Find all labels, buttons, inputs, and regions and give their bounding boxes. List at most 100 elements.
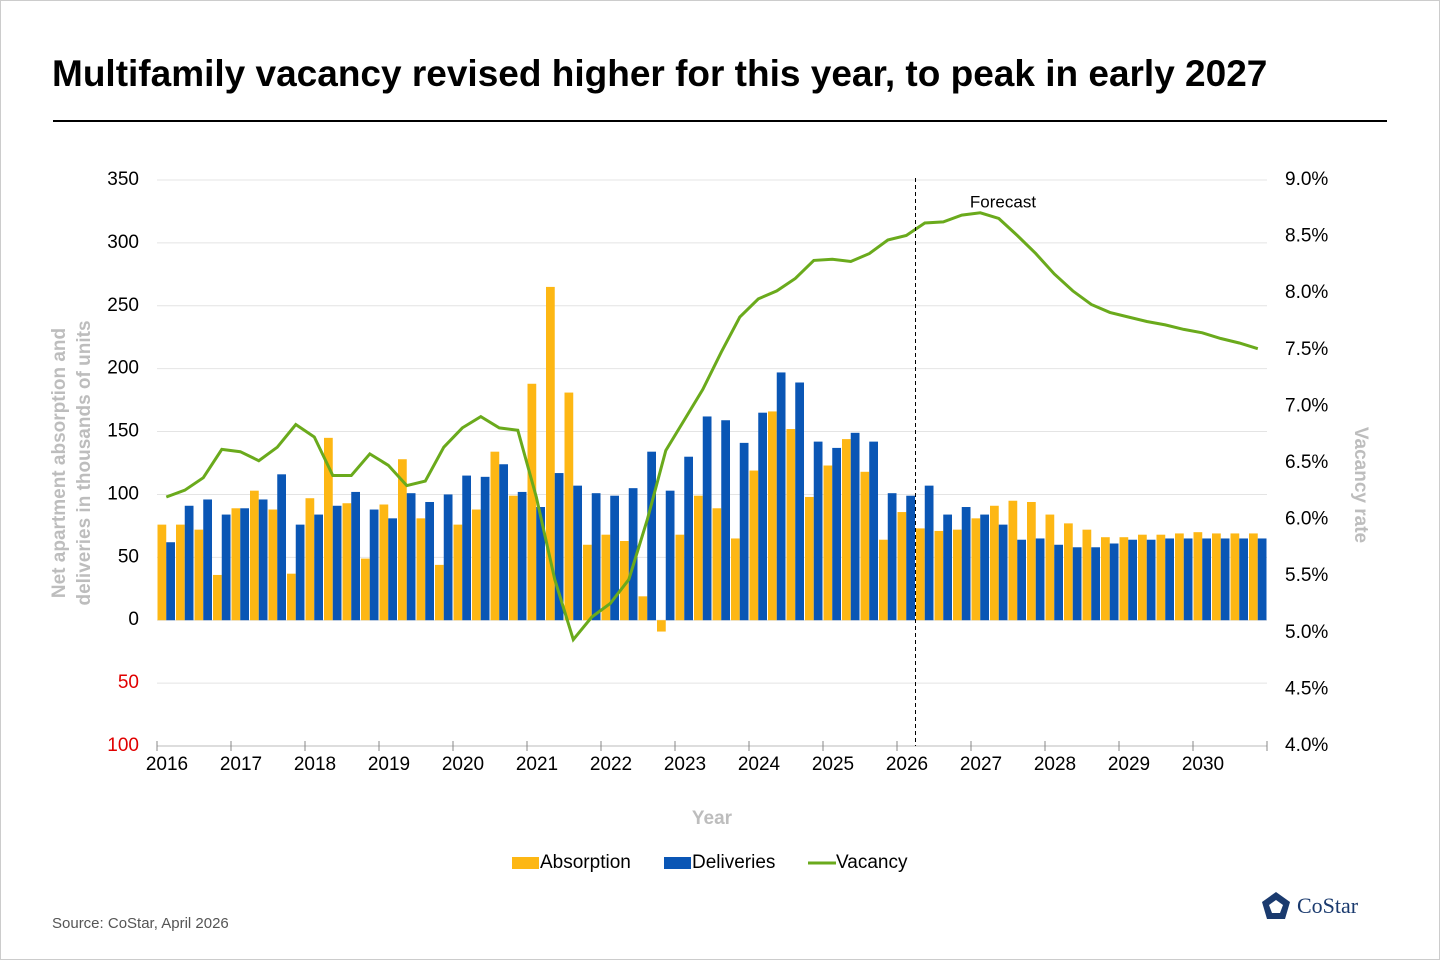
- y-tick-label: 0: [128, 609, 139, 630]
- bar: [166, 542, 175, 621]
- bar: [860, 471, 870, 621]
- logo-text: CoStar: [1297, 893, 1359, 918]
- bar: [869, 441, 878, 621]
- bar: [351, 491, 360, 621]
- bar: [287, 573, 296, 621]
- y2-tick-label: 5.5%: [1285, 565, 1328, 586]
- y-axis-title: deliveries in thousands of units: [74, 320, 95, 605]
- chart-title: Multifamily vacancy revised higher for t…: [52, 53, 1267, 94]
- bar: [388, 518, 397, 621]
- bar: [583, 544, 592, 621]
- bar: [554, 473, 564, 621]
- bar: [850, 432, 860, 621]
- y2-tick-label: 5.0%: [1285, 622, 1328, 643]
- y-tick-label: 50: [118, 672, 139, 693]
- x-tick-label: 2025: [812, 754, 854, 775]
- y-tick-label: 50: [118, 546, 139, 567]
- bar: [675, 534, 685, 621]
- bar: [1064, 523, 1073, 621]
- bar: [887, 493, 897, 621]
- bar: [398, 459, 407, 621]
- bar: [795, 382, 804, 621]
- y-tick-label: 150: [107, 421, 139, 442]
- bar: [425, 501, 434, 621]
- logo-mark: [1269, 900, 1283, 913]
- y2-tick-label: 7.5%: [1285, 339, 1328, 360]
- x-tick-label: 2023: [664, 754, 706, 775]
- bar: [295, 524, 305, 621]
- bar: [971, 518, 981, 621]
- bar: [314, 514, 323, 621]
- bar: [832, 447, 841, 621]
- bar: [647, 451, 656, 621]
- bar: [361, 558, 370, 621]
- y-tick-label: 350: [107, 169, 139, 190]
- bar: [1230, 533, 1240, 621]
- y-tick-label: 300: [107, 232, 139, 253]
- bar: [924, 485, 934, 621]
- bar: [990, 505, 999, 621]
- bar: [813, 441, 823, 621]
- bar: [758, 412, 767, 621]
- bar: [435, 564, 444, 621]
- bar: [610, 495, 619, 621]
- bar: [739, 442, 749, 621]
- bar: [258, 499, 268, 621]
- bar: [564, 392, 574, 621]
- bar: [953, 529, 962, 621]
- x-tick-label: 2024: [738, 754, 781, 775]
- bar: [768, 411, 777, 621]
- bar: [1212, 533, 1221, 621]
- bar: [1146, 539, 1156, 621]
- bar: [694, 495, 703, 621]
- bar: [527, 383, 537, 621]
- x-tick-label: 2016: [146, 754, 188, 775]
- bar: [961, 507, 971, 621]
- y2-tick-label: 8.0%: [1285, 282, 1328, 303]
- bar: [480, 476, 490, 621]
- bar: [620, 540, 629, 621]
- bar: [453, 524, 463, 621]
- bar: [702, 416, 712, 621]
- y-tick-label: 100: [107, 483, 139, 504]
- bar: [305, 498, 315, 621]
- x-tick-label: 2026: [886, 754, 928, 775]
- x-tick-label: 2019: [368, 754, 410, 775]
- bar: [240, 508, 249, 621]
- y2-tick-label: 4.5%: [1285, 678, 1328, 699]
- bar: [221, 514, 231, 621]
- bar: [509, 495, 518, 621]
- bar: [591, 493, 601, 621]
- bar: [157, 524, 167, 621]
- x-tick-label: 2029: [1108, 754, 1150, 775]
- bar: [1175, 533, 1184, 621]
- x-tick-label: 2022: [590, 754, 632, 775]
- bar: [490, 451, 500, 621]
- y2-tick-label: 9.0%: [1285, 169, 1328, 190]
- bar: [1027, 501, 1036, 621]
- bar: [638, 596, 648, 621]
- bar: [776, 372, 786, 621]
- y-tick-label: 200: [107, 358, 139, 379]
- bar: [194, 529, 204, 621]
- bar: [601, 534, 611, 621]
- bar: [1072, 547, 1082, 621]
- bar: [268, 509, 278, 621]
- bar: [1138, 534, 1147, 621]
- bar: [332, 505, 342, 621]
- bar: [998, 524, 1008, 621]
- bar: [184, 505, 194, 621]
- bar: [231, 508, 241, 621]
- legend-swatch: [512, 857, 539, 869]
- bar: [1119, 537, 1129, 621]
- bar: [823, 465, 833, 621]
- x-tick-label: 2030: [1182, 754, 1224, 775]
- bar: [213, 574, 222, 621]
- bar: [1193, 532, 1203, 621]
- legend: Absorption Deliveries Vacancy: [512, 852, 908, 873]
- bar: [546, 286, 555, 621]
- y-axis-title: Net apartment absorption and: [49, 328, 70, 598]
- bar: [406, 493, 416, 621]
- bar: [731, 538, 740, 621]
